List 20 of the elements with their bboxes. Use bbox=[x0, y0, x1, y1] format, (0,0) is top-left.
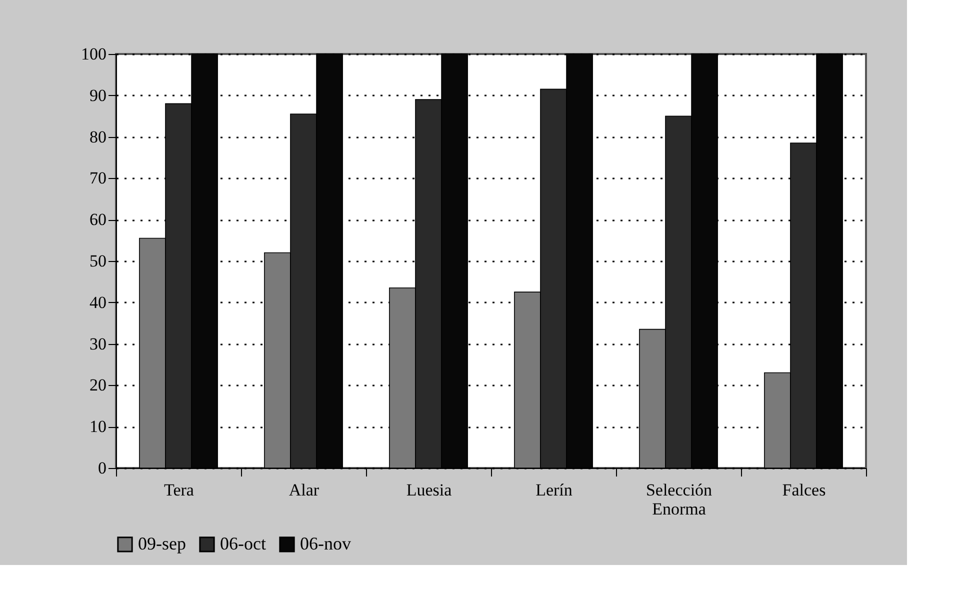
x-tick-label: Selección Enorma bbox=[646, 480, 713, 518]
y-tick-label: 50 bbox=[90, 252, 106, 270]
y-tick-label: 60 bbox=[90, 210, 106, 230]
y-tick-label: 10 bbox=[90, 417, 106, 436]
x-tick-label: Tera bbox=[164, 480, 194, 500]
x-tick-label: Luesia bbox=[406, 480, 452, 500]
y-tick-label: 20 bbox=[90, 376, 106, 395]
legend-label: 06-oct bbox=[220, 533, 266, 554]
y-tick-label: 30 bbox=[90, 334, 106, 354]
y-tick-label: 90 bbox=[90, 86, 106, 105]
x-tick-label: Lerín bbox=[536, 480, 573, 500]
legend-label: 06-nov bbox=[300, 533, 351, 554]
legend-label: 09-sep bbox=[138, 533, 186, 554]
x-tick-label: Falces bbox=[782, 480, 826, 500]
y-tick-label: 0 bbox=[98, 458, 106, 478]
y-tick-label: 40 bbox=[90, 292, 106, 312]
x-tick-label: Alar bbox=[288, 480, 320, 500]
y-tick-label: 70 bbox=[90, 168, 106, 188]
y-tick-label: 100 bbox=[81, 44, 106, 64]
y-tick-label: 80 bbox=[90, 127, 106, 146]
